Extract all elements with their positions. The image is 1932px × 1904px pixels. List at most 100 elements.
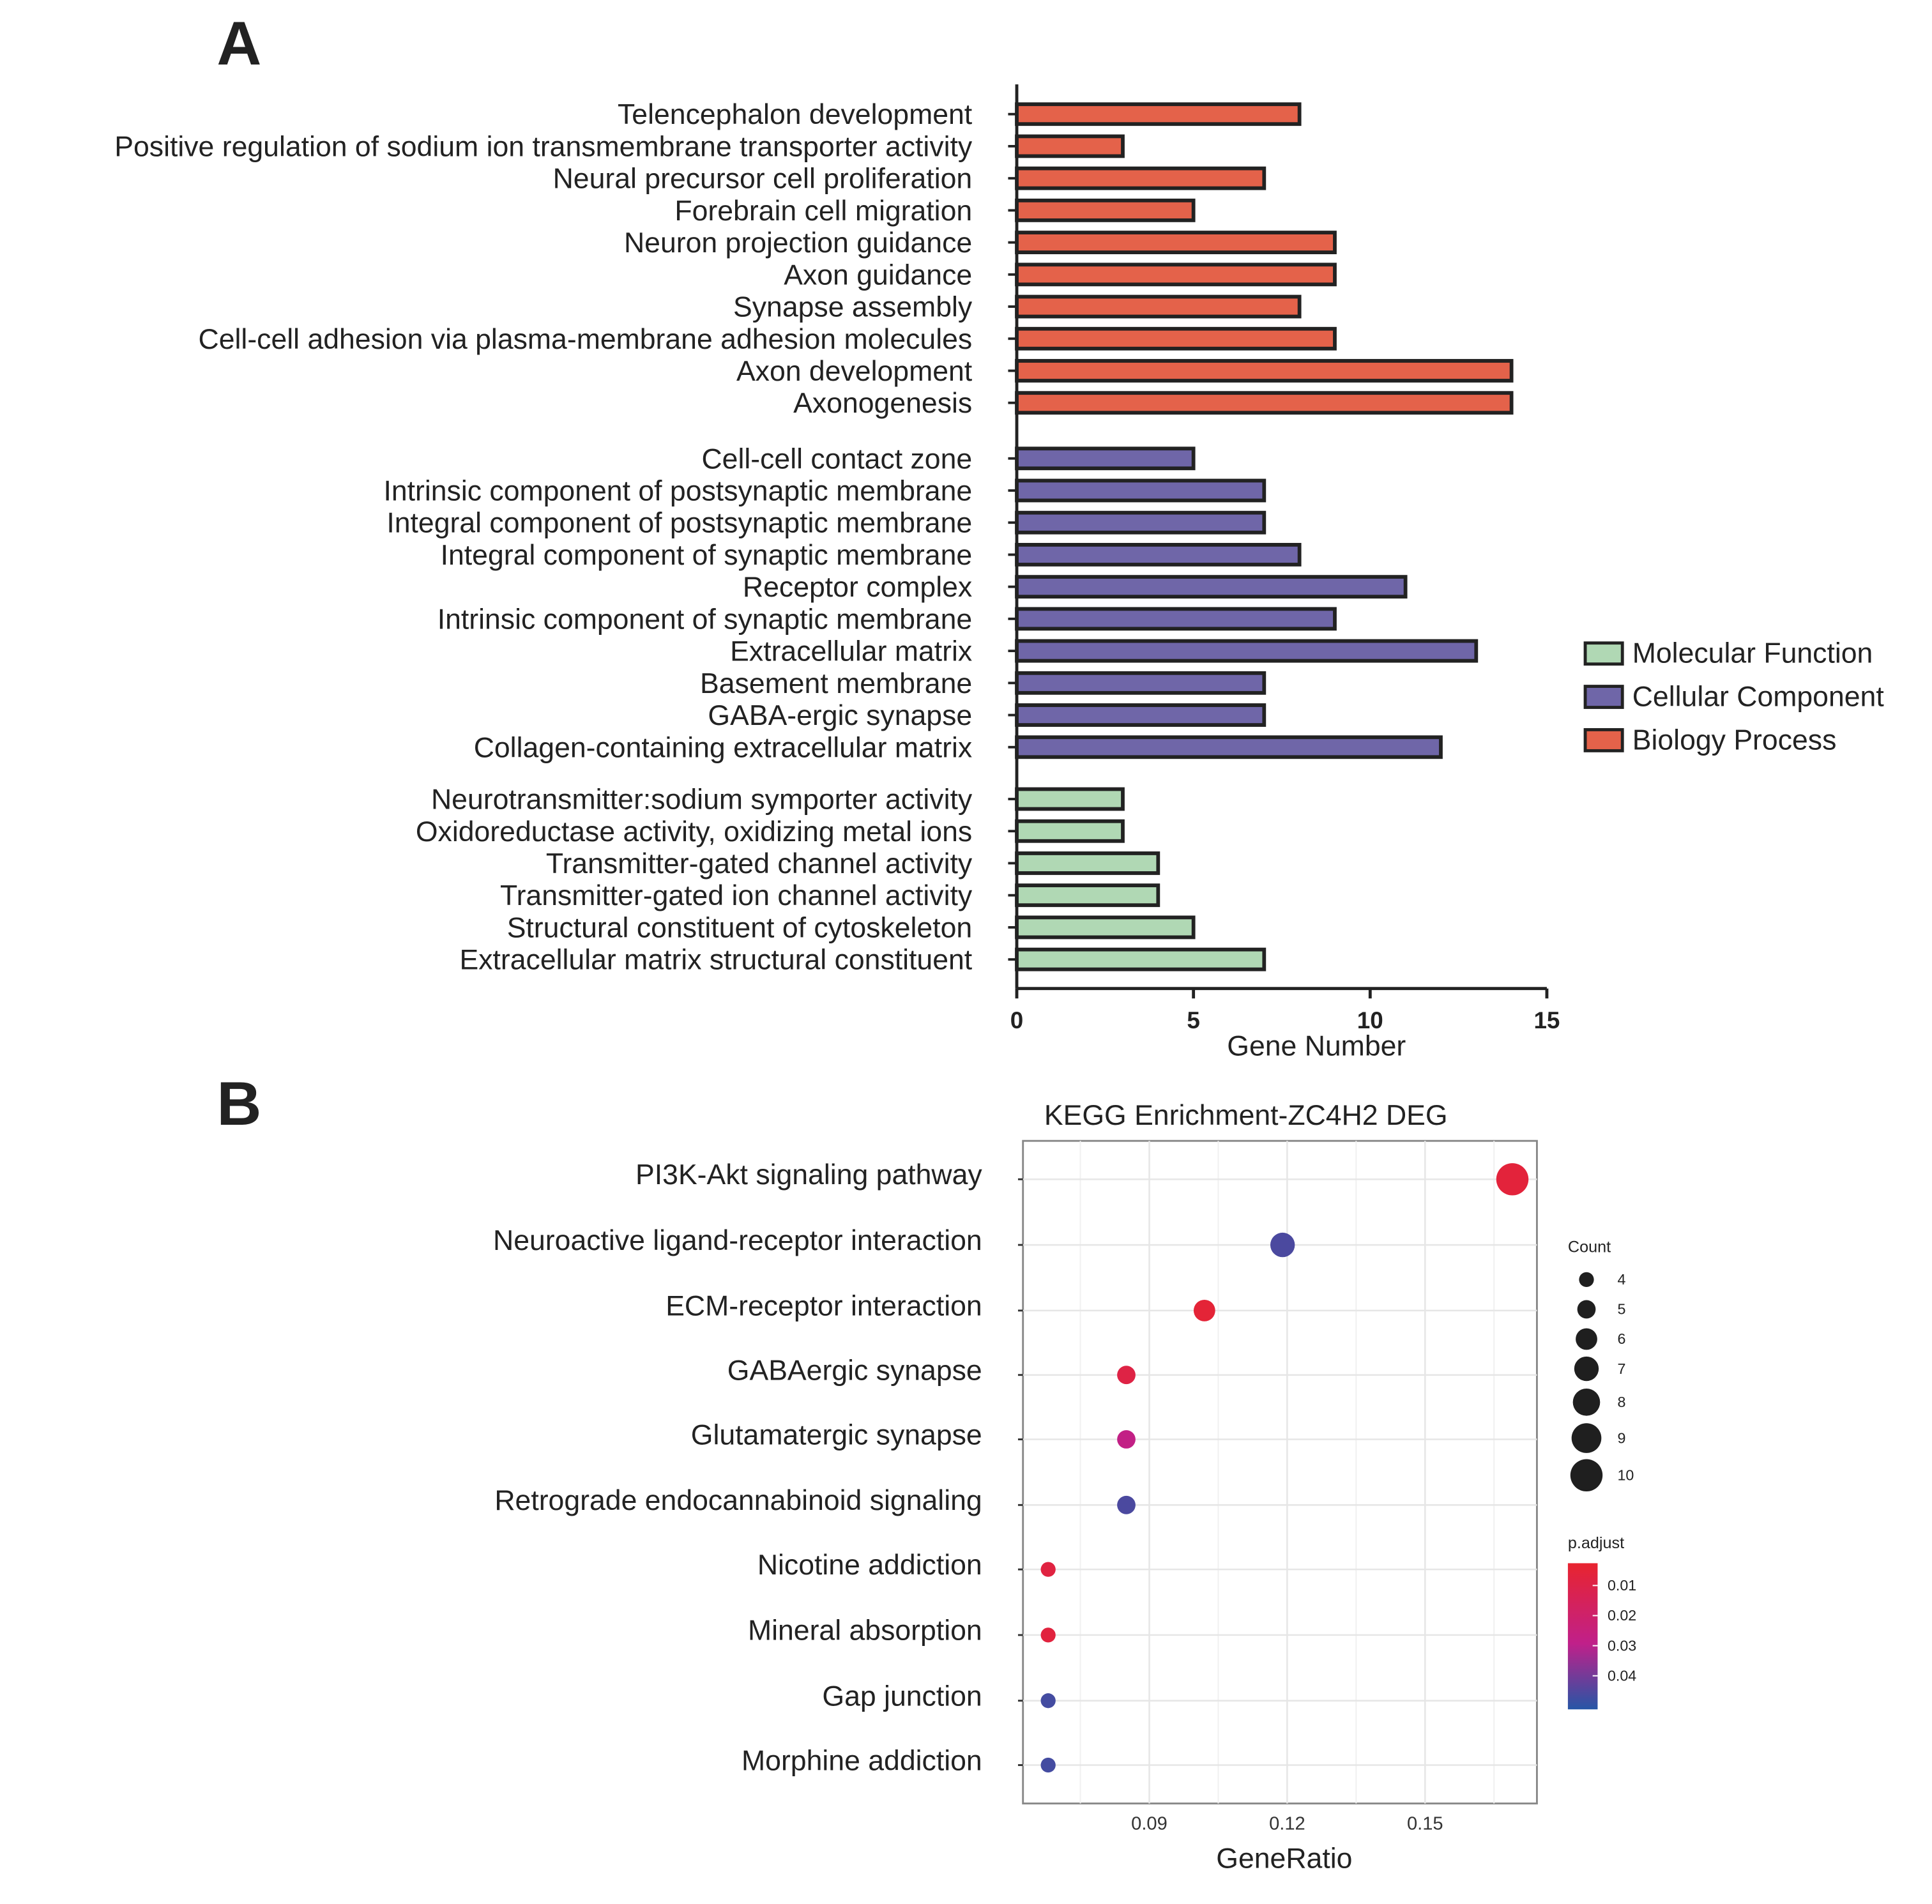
data-point xyxy=(1040,1693,1056,1709)
category-label: GABAergic synapse xyxy=(727,1355,982,1386)
panel-label-a: A xyxy=(217,8,261,78)
dot-plot-kegg: KEGG Enrichment-ZC4H2 DEG 0.09 0.12 0.15 Gen… xyxy=(493,1100,1636,1874)
category-label: Forebrain cell migration xyxy=(674,195,972,227)
category-label: Intrinsic component of postsynaptic memb… xyxy=(383,476,972,507)
bar xyxy=(1015,166,1266,190)
bar xyxy=(1015,671,1266,695)
chart-title: KEGG Enrichment-ZC4H2 DEG xyxy=(1044,1100,1448,1131)
bar xyxy=(1015,575,1408,599)
size-legend-label: 5 xyxy=(1617,1301,1625,1318)
bar xyxy=(1015,915,1196,940)
category-label: Retrograde endocannabinoid signaling xyxy=(494,1485,982,1516)
data-point xyxy=(1270,1232,1295,1258)
x-tick-label: 5 xyxy=(1187,1007,1199,1033)
data-point xyxy=(1193,1299,1215,1321)
x-tick-label: 0.15 xyxy=(1407,1813,1443,1834)
bar xyxy=(1015,947,1266,971)
legend-label: Biology Process xyxy=(1632,724,1837,756)
data-point xyxy=(1117,1495,1136,1514)
category-label: GABA-ergic synapse xyxy=(708,700,972,731)
size-legend-circle xyxy=(1570,1459,1603,1491)
category-label: Extracellular matrix xyxy=(730,636,972,667)
category-label: Neuron projection guidance xyxy=(624,227,972,259)
bar xyxy=(1015,231,1337,255)
bar xyxy=(1015,198,1196,222)
panel-label-b: B xyxy=(217,1069,261,1138)
colorbar-label: 0.01 xyxy=(1608,1577,1636,1594)
bar xyxy=(1015,543,1302,567)
legend-label: Cellular Component xyxy=(1632,682,1885,713)
x-axis-title: Gene Number xyxy=(1227,1030,1406,1062)
category-label: Integral component of synaptic membrane xyxy=(441,540,973,571)
data-point xyxy=(1040,1562,1056,1577)
size-legend-circle xyxy=(1574,1356,1599,1382)
colorbar-label: 0.02 xyxy=(1608,1607,1636,1624)
bar xyxy=(1015,326,1337,351)
x-tick-label: 0 xyxy=(1010,1007,1023,1033)
category-label: Cell-cell adhesion via plasma-membrane a… xyxy=(199,324,973,355)
bar xyxy=(1015,819,1125,843)
bar xyxy=(1015,735,1443,759)
category-label: Gap junction xyxy=(822,1680,982,1712)
x-tick-label: 0.12 xyxy=(1269,1813,1305,1834)
size-legend-circle xyxy=(1576,1328,1597,1350)
bar xyxy=(1015,263,1337,287)
legend-swatch xyxy=(1583,728,1624,752)
category-label: Morphine addiction xyxy=(742,1745,982,1776)
colorbar-label: 0.03 xyxy=(1608,1637,1636,1654)
category-label: Positive regulation of sodium ion transm… xyxy=(114,131,973,162)
category-label: Axon development xyxy=(736,356,973,387)
x-tick-label: 0.09 xyxy=(1131,1813,1168,1834)
size-legend-circle xyxy=(1577,1300,1596,1319)
bar xyxy=(1015,478,1266,503)
category-label: Neuroactive ligand-receptor interaction xyxy=(493,1225,982,1256)
bar xyxy=(1015,883,1160,908)
bar xyxy=(1015,639,1479,663)
category-label: Axonogenesis xyxy=(793,388,972,419)
category-label: Neural precursor cell proliferation xyxy=(553,164,973,195)
size-legend-circle xyxy=(1572,1389,1601,1416)
category-label: Integral component of postsynaptic membr… xyxy=(386,508,972,539)
size-legend-label: 7 xyxy=(1617,1360,1625,1377)
category-label: Basement membrane xyxy=(700,668,972,699)
data-point xyxy=(1040,1757,1056,1773)
legend-swatch xyxy=(1583,641,1624,666)
category-label: Telencephalon development xyxy=(618,99,973,130)
data-point xyxy=(1117,1430,1136,1449)
category-label: Neurotransmitter:sodium symporter activi… xyxy=(431,784,973,816)
bar xyxy=(1015,703,1266,727)
category-label: Oxidoreductase activity, oxidizing metal… xyxy=(416,816,972,848)
size-legend-label: 10 xyxy=(1617,1467,1634,1484)
category-label: Mineral absorption xyxy=(748,1615,982,1647)
category-label: Intrinsic component of synaptic membrane xyxy=(437,604,972,635)
bar xyxy=(1015,359,1514,383)
data-point xyxy=(1496,1163,1529,1196)
category-label: Collagen-containing extracellular matrix xyxy=(474,732,973,763)
bar xyxy=(1015,446,1196,471)
category-label: Nicotine addiction xyxy=(757,1550,982,1581)
size-legend-circle xyxy=(1579,1272,1594,1288)
bar xyxy=(1015,607,1337,631)
size-legend-label: 8 xyxy=(1617,1394,1625,1410)
category-label: Extracellular matrix structural constitu… xyxy=(459,945,972,976)
size-legend-label: 4 xyxy=(1617,1271,1625,1288)
x-axis-title: GeneRatio xyxy=(1216,1843,1352,1874)
legend-swatch xyxy=(1583,685,1624,709)
legend-label: Molecular Function xyxy=(1632,638,1873,669)
category-label: Transmitter-gated channel activity xyxy=(546,848,973,880)
bar xyxy=(1015,510,1266,535)
size-legend-label: 6 xyxy=(1617,1330,1625,1347)
x-tick-label: 15 xyxy=(1533,1007,1560,1033)
color-legend-title: p.adjust xyxy=(1568,1534,1624,1552)
bar-chart-go: 0 5 10 15 Gene Number Telencephalon developme… xyxy=(114,84,1884,1062)
size-legend-circle xyxy=(1571,1423,1602,1453)
data-point xyxy=(1117,1366,1136,1385)
category-label: Glutamatergic synapse xyxy=(691,1419,982,1451)
category-label: Structural constituent of cytoskeleton xyxy=(507,912,973,943)
category-label: ECM-receptor interaction xyxy=(666,1291,982,1322)
category-label: Transmitter-gated ion channel activity xyxy=(500,880,973,911)
size-legend-label: 9 xyxy=(1617,1429,1625,1446)
bar xyxy=(1015,134,1125,158)
bar xyxy=(1015,787,1125,811)
